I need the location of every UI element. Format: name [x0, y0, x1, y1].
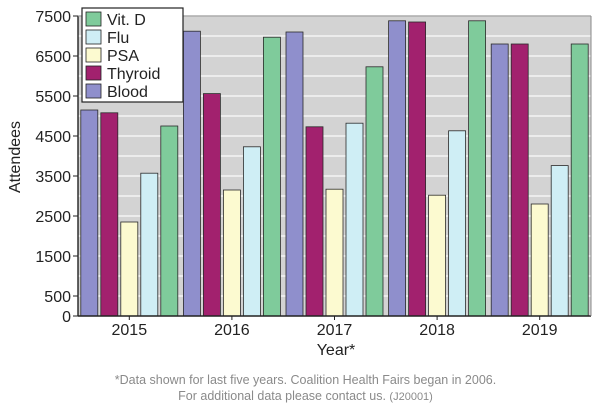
legend-label: Thyroid — [107, 66, 160, 83]
bar-vit-d-2015 — [160, 125, 179, 317]
footnote-contact-text: For additional data please contact us. — [178, 389, 386, 403]
bar-blood-2016 — [182, 30, 201, 317]
bar-flu-2016 — [242, 146, 261, 317]
y-tick-labels: 0 500 1500 2500 3500 4500 5500 6500 7500 — [35, 9, 78, 326]
x-tick-label: 2019 — [522, 322, 558, 339]
y-tick-label: 3500 — [35, 169, 71, 186]
x-tick-labels: 2015 2016 2017 2018 2019 — [112, 316, 558, 339]
legend-swatch-blood — [85, 83, 102, 99]
bar-vit-d-2019 — [570, 43, 589, 317]
bar-thyroid-2016 — [202, 93, 221, 317]
bar-flu-2017 — [345, 122, 364, 317]
x-tick-label: 2016 — [214, 322, 250, 339]
footnote-code: (J20001) — [389, 391, 433, 403]
bar-thyroid-2015 — [100, 112, 119, 317]
bar-blood-2018 — [388, 20, 407, 317]
bar-psa-2018 — [428, 194, 447, 317]
legend-swatch-vit-d — [85, 11, 102, 27]
legend-label: PSA — [107, 48, 139, 65]
bar-vit-d-2017 — [365, 66, 384, 317]
bar-psa-2019 — [530, 203, 549, 317]
bar-vit-d-2016 — [262, 36, 281, 317]
bar-flu-2019 — [550, 165, 569, 317]
bar-psa-2015 — [120, 221, 139, 317]
y-tick-label: 5500 — [35, 89, 71, 106]
legend-swatch-flu — [85, 29, 102, 45]
bar-blood-2019 — [490, 43, 509, 317]
y-tick-label: 6500 — [35, 49, 71, 66]
footnote-line-2: For additional data please contact us. (… — [0, 388, 611, 405]
bar-thyroid-2019 — [510, 43, 529, 317]
x-tick-label: 2018 — [419, 322, 455, 339]
y-tick-label: 2500 — [35, 209, 71, 226]
bar-thyroid-2017 — [305, 126, 324, 317]
bar-vit-d-2018 — [468, 20, 487, 317]
y-tick-label: 4500 — [35, 129, 71, 146]
legend-label: Vit. D — [107, 12, 146, 29]
bar-psa-2016 — [222, 189, 241, 317]
bar-flu-2018 — [448, 130, 467, 317]
bar-blood-2017 — [285, 31, 304, 317]
bar-flu-2015 — [140, 172, 159, 317]
bar-thyroid-2018 — [408, 21, 427, 317]
y-axis-label: Attendees — [7, 121, 24, 193]
x-tick-label: 2017 — [317, 322, 353, 339]
y-tick-label: 1500 — [35, 249, 71, 266]
bars — [80, 20, 589, 317]
y-tick-label: 500 — [44, 289, 71, 306]
legend-swatch-thyroid — [85, 65, 102, 81]
x-tick-label: 2015 — [112, 322, 148, 339]
bar-blood-2015 — [80, 109, 99, 317]
legend-swatch-psa — [85, 47, 102, 63]
y-tick-label: 0 — [62, 309, 71, 326]
x-axis-label: Year* — [317, 342, 356, 359]
bar-psa-2017 — [325, 188, 344, 317]
legend-label: Blood — [107, 84, 148, 101]
footnote-line-1: *Data shown for last five years. Coaliti… — [114, 373, 497, 387]
legend-label: Flu — [107, 30, 129, 47]
y-tick-label: 7500 — [35, 9, 71, 26]
